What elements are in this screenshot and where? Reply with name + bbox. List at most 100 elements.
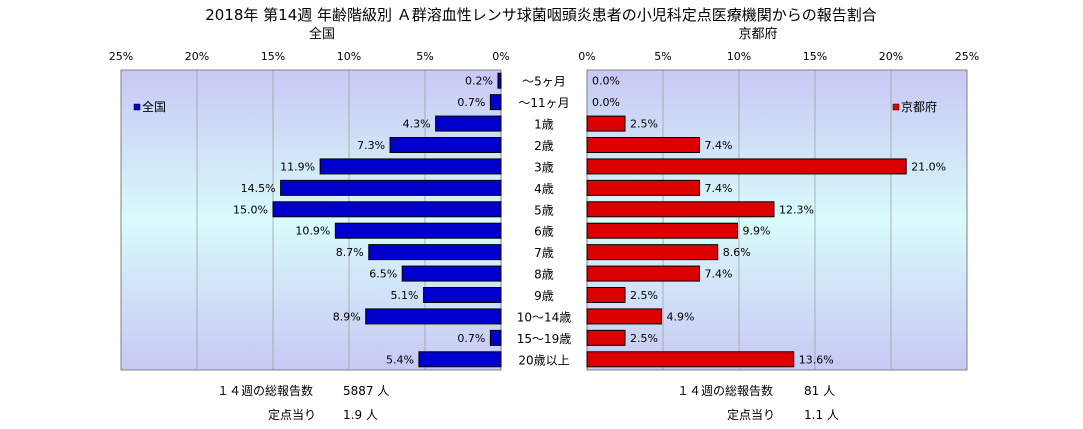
right-value-label: 12.3% [779, 203, 814, 216]
right-value-label: 2.5% [630, 289, 658, 302]
category-label: ～5ヶ月 [522, 75, 566, 89]
left-bar [319, 158, 502, 175]
right-x-tick-label: 25% [955, 50, 979, 63]
right-bar [586, 287, 626, 303]
left-plot-area [120, 69, 502, 371]
right-value-label: 7.4% [704, 139, 732, 152]
right-bar [586, 222, 738, 239]
right-value-label: 0.0% [592, 96, 620, 109]
right-gridlines [662, 70, 892, 370]
category-label: 1歳 [534, 118, 554, 132]
right-value-label: 0.0% [592, 75, 620, 88]
right-value-label: 9.9% [742, 225, 770, 238]
left-bar [389, 137, 502, 153]
right-value-label: 7.4% [704, 268, 732, 281]
right-axis-ticks: 0% 5% 10% 15% 20% 25% [578, 50, 979, 63]
category-label: 4歳 [534, 182, 554, 196]
left-legend-swatch [133, 103, 141, 111]
right-bar [586, 265, 700, 282]
left-value-label: 15.0% [233, 203, 268, 216]
left-per-label: 定点当り [268, 407, 316, 422]
right-value-label: 7.4% [704, 182, 732, 195]
category-label: ～11ヶ月 [518, 96, 569, 110]
right-value-labels: 0.0% 0.0% 2.5% 7.4% 21.0% 7.4% 12.3% 9.9% 8.6% 7.… [592, 75, 946, 367]
left-value-label: 6.5% [369, 268, 397, 281]
left-value-label: 8.9% [333, 310, 361, 323]
left-legend: 全国 [133, 99, 166, 114]
left-value-labels: 0.2% 0.7% 4.3% 7.3% 11.9% 14.5% 15.0% 10.9% 8.7%… [233, 75, 493, 367]
right-value-label: 2.5% [630, 118, 658, 131]
category-label: 20歳以上 [518, 353, 569, 367]
left-bar [365, 308, 502, 325]
right-bar [586, 308, 662, 325]
category-label: 8歳 [534, 268, 554, 282]
right-bar [586, 179, 700, 196]
right-x-tick-label: 5% [654, 50, 671, 63]
right-series-bars [586, 115, 907, 368]
left-bar [334, 222, 502, 239]
left-bar [489, 94, 502, 111]
left-total-value: 5887 人 [343, 384, 389, 398]
left-x-tick-label: 0% [492, 50, 509, 63]
right-x-tick-label: 20% [879, 50, 903, 63]
right-legend: 京都府 [892, 99, 937, 114]
category-label: 6歳 [534, 225, 554, 239]
right-x-tick-label: 10% [727, 50, 751, 63]
left-footer: １４週の総報告数 5887 人 定点当り 1.9 人 [217, 383, 389, 422]
right-x-tick-label: 0% [578, 50, 595, 63]
right-bar [586, 244, 719, 261]
right-panel-title: 京都府 [738, 27, 777, 42]
left-panel-title: 全国 [309, 26, 335, 42]
right-legend-label: 京都府 [901, 99, 937, 114]
left-value-label: 4.3% [403, 118, 431, 131]
left-value-label: 0.2% [465, 75, 493, 88]
right-bar [586, 137, 700, 153]
category-label: 3歳 [534, 160, 554, 174]
right-total-label: １４週の総報告数 [677, 383, 773, 398]
left-bar [401, 265, 502, 282]
right-value-label: 13.6% [799, 353, 834, 366]
right-bar [586, 329, 626, 346]
left-value-label: 0.7% [457, 96, 485, 109]
left-value-label: 14.5% [241, 182, 276, 195]
left-x-tick-label: 15% [261, 50, 285, 63]
right-plot-area [586, 69, 968, 371]
left-bar [422, 287, 502, 303]
category-label: 5歳 [534, 203, 554, 217]
right-value-label: 2.5% [630, 332, 658, 345]
left-value-label: 10.9% [295, 225, 330, 238]
left-value-label: 11.9% [280, 160, 315, 173]
category-label: 15～19歳 [517, 332, 572, 346]
left-value-label: 5.1% [391, 289, 419, 302]
chart-title: 2018年 第14週 年齢階級別 Ａ群溶血性レンサ球菌咽頭炎患者の小児科定点医療… [205, 6, 877, 24]
left-value-label: 7.3% [357, 139, 385, 152]
left-bar [418, 351, 502, 368]
left-x-tick-label: 25% [109, 50, 133, 63]
left-x-tick-label: 5% [416, 50, 433, 63]
right-legend-swatch [892, 103, 900, 111]
right-bar [586, 158, 907, 175]
right-value-label: 4.9% [666, 310, 694, 323]
left-value-label: 8.7% [336, 246, 364, 259]
right-x-tick-label: 15% [803, 50, 827, 63]
left-bar [280, 179, 502, 196]
category-label: 9歳 [534, 289, 554, 303]
left-total-label: １４週の総報告数 [217, 383, 313, 398]
category-label: 10～14歳 [517, 310, 572, 324]
right-footer: １４週の総報告数 81 人 定点当り 1.1 人 [677, 383, 839, 422]
left-value-label: 0.7% [457, 332, 485, 345]
right-bar [586, 351, 795, 368]
category-label: 2歳 [534, 139, 554, 153]
left-x-tick-label: 20% [185, 50, 209, 63]
left-bar [489, 329, 502, 346]
left-bar [497, 72, 502, 89]
right-bar [586, 115, 626, 132]
right-bar [586, 201, 775, 218]
left-axis-ticks: 0% 5% 10% 15% 20% 25% [109, 50, 510, 63]
left-x-tick-label: 10% [337, 50, 361, 63]
left-legend-label: 全国 [142, 99, 166, 114]
left-bar [272, 201, 502, 218]
right-per-value: 1.1 人 [804, 408, 839, 422]
right-value-label: 21.0% [911, 160, 946, 173]
